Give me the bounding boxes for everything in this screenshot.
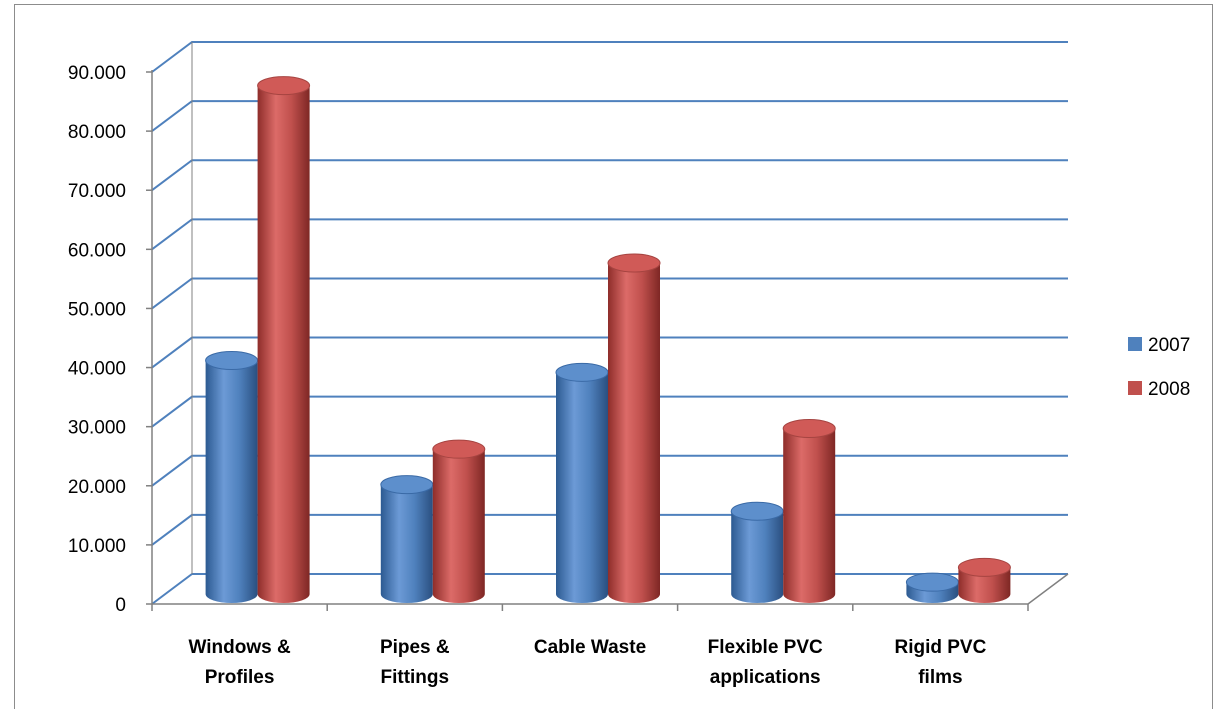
bar-2007-3 — [730, 501, 784, 603]
gridline — [151, 41, 1068, 73]
bar-2008-2 — [607, 253, 661, 603]
bar-cap — [607, 253, 661, 273]
x-category-label: Windows & — [188, 637, 290, 658]
bar-cap — [905, 572, 959, 592]
x-category-label: films — [918, 667, 962, 688]
y-tick-label: 30.000 — [68, 418, 126, 439]
x-category-label: Cable Waste — [534, 637, 646, 658]
y-tick-label: 80.000 — [68, 122, 126, 143]
bar-cap — [730, 501, 784, 521]
bar-cap — [782, 418, 836, 438]
legend-swatch-2008 — [1128, 381, 1142, 395]
legend-label: 2007 — [1148, 335, 1190, 356]
bar-2008-4 — [957, 557, 1011, 603]
bar-cap — [957, 557, 1011, 577]
x-category-label: Flexible PVC — [708, 637, 823, 658]
bar-body — [556, 372, 608, 603]
bar-2007-2 — [555, 362, 609, 603]
x-category-label: Profiles — [205, 667, 275, 688]
legend-swatch-2007 — [1128, 337, 1142, 351]
bar-2008-1 — [432, 439, 486, 603]
bar-2008-0 — [257, 76, 311, 603]
y-tick-label: 60.000 — [68, 240, 126, 261]
y-tick-label: 10.000 — [68, 536, 126, 557]
x-category-label: applications — [710, 667, 821, 688]
bar-body — [257, 85, 310, 603]
y-tick-label: 70.000 — [68, 181, 126, 202]
bar-2007-1 — [380, 475, 434, 603]
bar-2007-4 — [905, 572, 959, 603]
x-category-label: Rigid PVC — [894, 637, 986, 658]
y-tick-label: 0 — [115, 595, 126, 616]
y-tick-label: 90.000 — [68, 63, 126, 84]
y-tick-label: 20.000 — [68, 477, 126, 498]
bar-body — [608, 262, 660, 603]
bar-body — [783, 428, 836, 603]
legend-label: 2008 — [1148, 379, 1190, 400]
y-tick-label: 40.000 — [68, 359, 126, 380]
bar-body — [731, 511, 784, 603]
bar-2007-0 — [205, 351, 259, 603]
bar-cap — [257, 76, 311, 96]
bar-body — [432, 449, 485, 603]
bar-cap — [380, 475, 434, 495]
x-category-label: Fittings — [380, 667, 449, 688]
x-category-label: Pipes & — [380, 637, 450, 658]
bar-cap — [555, 362, 609, 382]
y-tick-label: 50.000 — [68, 299, 126, 320]
bar-cap — [432, 439, 486, 459]
bar-body — [205, 360, 258, 603]
bar-body — [380, 484, 433, 603]
chart-border — [14, 4, 1213, 709]
bar-body — [958, 567, 1011, 603]
bar-cap — [205, 351, 259, 371]
bar-2008-3 — [782, 418, 836, 603]
